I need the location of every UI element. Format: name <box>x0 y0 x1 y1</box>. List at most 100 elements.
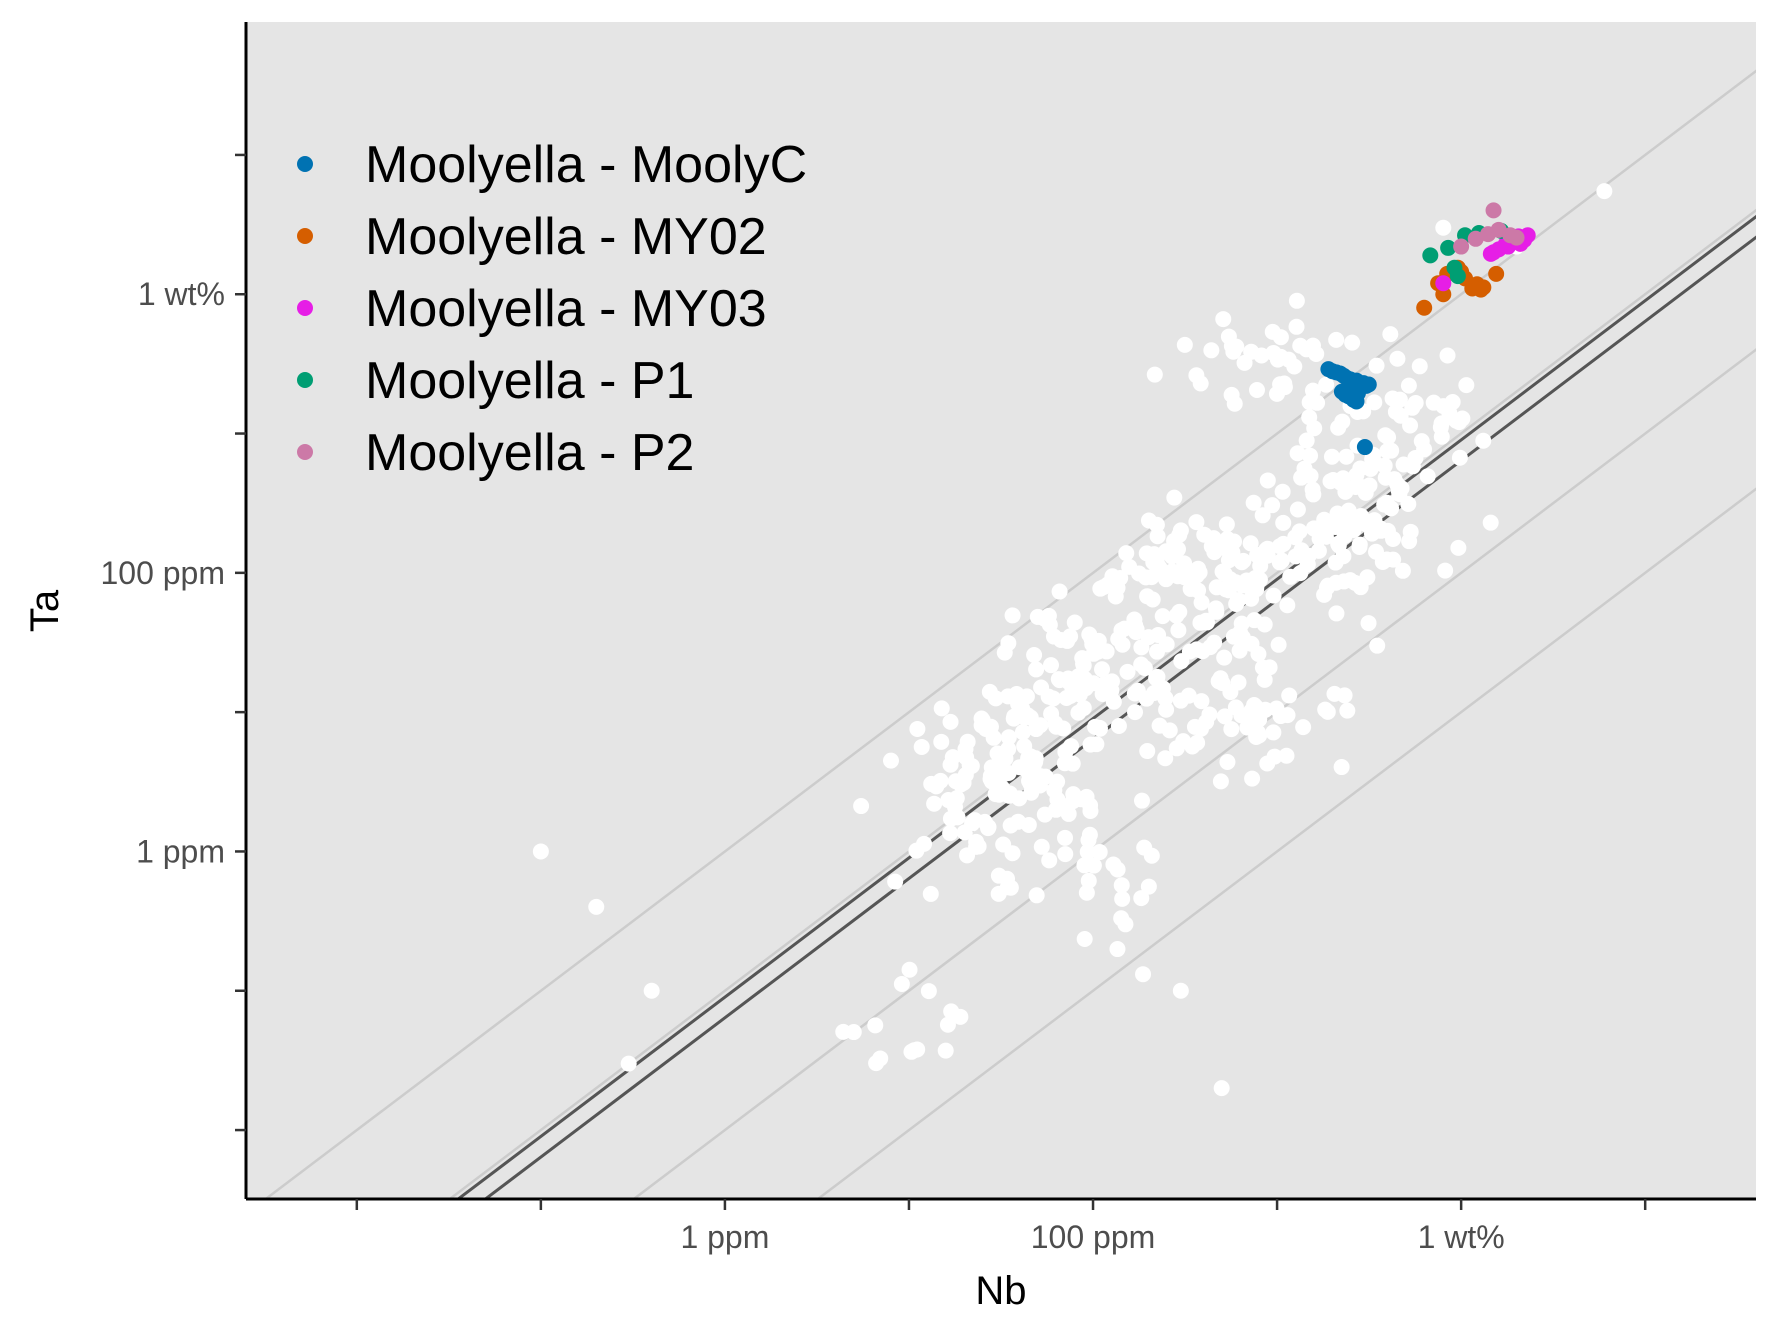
background-point <box>974 712 991 729</box>
background-point <box>872 1050 889 1067</box>
background-point <box>893 975 910 992</box>
background-point <box>983 773 1000 790</box>
background-point <box>1212 773 1229 790</box>
x-axis-title: Nb <box>975 1269 1026 1313</box>
y-axis-ticks: 1 ppm 100 ppm 1 wt% <box>100 153 246 1132</box>
background-point <box>1078 884 1095 901</box>
background-point <box>906 1042 923 1059</box>
background-point <box>1109 861 1126 878</box>
background-point <box>1057 743 1074 760</box>
background-point <box>1062 687 1079 704</box>
background-point <box>1385 551 1402 568</box>
series-point <box>1485 202 1502 219</box>
background-point <box>1232 624 1249 641</box>
background-point <box>1360 615 1377 632</box>
crustal-ratio-lower <box>482 235 1756 1199</box>
background-point <box>1182 580 1199 597</box>
background-point <box>987 786 1004 803</box>
series-point <box>1449 268 1466 285</box>
background-point <box>1040 688 1057 705</box>
background-point <box>1411 358 1428 375</box>
background-point <box>1114 890 1131 907</box>
background-point <box>1482 514 1499 531</box>
background-point <box>1154 608 1171 625</box>
x-axis-ticks: 1 ppm 100 ppm 1 wt% <box>355 1199 1647 1255</box>
background-point <box>1450 539 1467 556</box>
background-point <box>1133 792 1150 809</box>
background-point <box>1144 591 1161 608</box>
background-point <box>1029 608 1046 625</box>
background-point <box>1596 183 1613 200</box>
background-point <box>1218 516 1235 533</box>
background-point <box>1158 543 1175 560</box>
background-point <box>867 1017 884 1034</box>
background-point <box>1395 456 1412 473</box>
background-point <box>1451 414 1468 431</box>
background-point <box>1258 541 1275 558</box>
background-point <box>1288 292 1305 309</box>
background-point <box>1265 587 1282 604</box>
series-point <box>1348 393 1365 410</box>
background-point <box>1126 611 1143 628</box>
background-point <box>1279 597 1296 614</box>
background-point <box>1451 449 1468 466</box>
background-point <box>1318 376 1335 393</box>
background-point <box>1168 740 1185 757</box>
background-point <box>1208 579 1225 596</box>
background-point <box>1273 552 1290 569</box>
background-point <box>1166 489 1183 506</box>
background-point <box>926 795 943 812</box>
background-point <box>1020 750 1037 767</box>
background-point <box>909 720 926 737</box>
background-point <box>1168 607 1185 624</box>
background-point <box>985 729 1002 746</box>
background-point <box>1280 351 1297 368</box>
series-point <box>1488 265 1505 282</box>
background-point <box>1001 787 1018 804</box>
background-point <box>1248 578 1265 595</box>
background-point <box>1173 653 1190 670</box>
background-point <box>1378 494 1395 511</box>
background-point <box>1328 331 1345 348</box>
background-point <box>1188 514 1205 531</box>
background-point <box>1000 729 1017 746</box>
background-point <box>1322 473 1339 490</box>
background-point <box>1390 482 1407 499</box>
background-point <box>1319 577 1336 594</box>
background-point <box>1091 844 1108 861</box>
series-point <box>1360 376 1377 393</box>
background-point <box>1203 342 1220 359</box>
background-point <box>1026 646 1043 663</box>
background-point <box>1353 507 1370 524</box>
background-point <box>1236 354 1253 371</box>
background-point <box>1287 529 1304 546</box>
series-point <box>1472 281 1489 298</box>
x-tick-label: 100 ppm <box>1031 1219 1156 1255</box>
background-point <box>1242 535 1259 552</box>
background-point <box>1256 671 1273 688</box>
background-point <box>1400 377 1417 394</box>
background-point <box>1051 583 1068 600</box>
background-point <box>1292 337 1309 354</box>
background-point <box>1317 528 1334 545</box>
background-point <box>1266 748 1283 765</box>
background-point <box>964 815 981 832</box>
background-point <box>1289 445 1306 462</box>
background-point <box>1243 635 1260 652</box>
legend-label: Moolyella - MoolyC <box>365 136 807 194</box>
background-point <box>1254 659 1271 676</box>
background-point <box>1251 727 1268 744</box>
background-point <box>1279 707 1296 724</box>
background-point <box>1295 719 1312 736</box>
ta-nb-ratio-0.001 <box>815 487 1756 1199</box>
background-point <box>1198 614 1215 631</box>
background-point <box>1226 395 1243 412</box>
background-point <box>1148 516 1165 533</box>
background-point <box>1206 634 1223 651</box>
background-point <box>1383 442 1400 459</box>
background-point <box>1033 838 1050 855</box>
background-point <box>1257 701 1274 718</box>
background-point <box>1100 677 1117 694</box>
background-point <box>1087 718 1104 735</box>
